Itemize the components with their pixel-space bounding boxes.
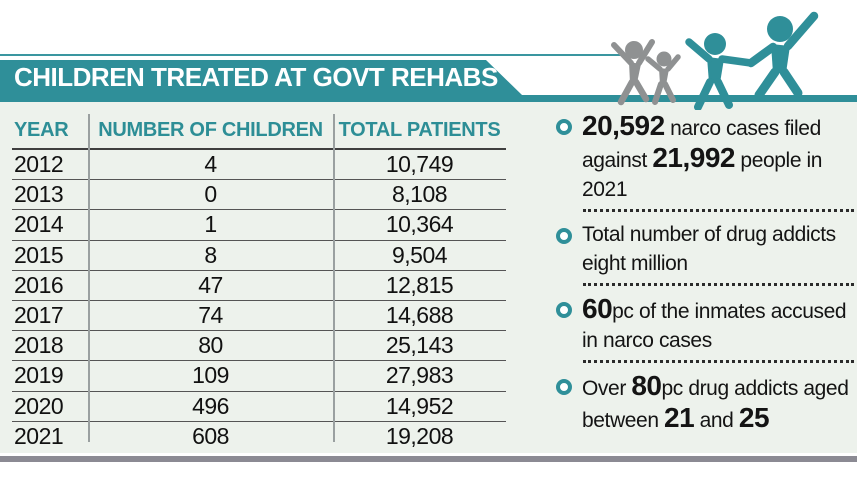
cell-total: 12,815 <box>385 271 454 298</box>
table-row: 2018 80 25,143 <box>12 331 506 362</box>
cell-year: 2016 <box>14 271 64 298</box>
cell-total: 25,143 <box>385 332 454 359</box>
fact-span: Total number of drug addicts eight milli… <box>582 222 836 275</box>
fact-number: 80 <box>631 369 662 401</box>
fact-item: 20,592 narco cases filed against 21,992 … <box>556 112 856 205</box>
fact-number: 60 <box>582 292 613 324</box>
cell-year: 2018 <box>14 332 64 359</box>
teal-divider-band <box>0 95 857 102</box>
fact-text: 20,592 narco cases filed against 21,992 … <box>582 112 856 205</box>
fact-span: and <box>694 408 739 432</box>
cell-total: 14,952 <box>385 392 454 419</box>
dotted-separator <box>583 208 854 212</box>
cell-year: 2020 <box>14 392 64 419</box>
cell-children: 47 <box>198 271 223 298</box>
fact-number: 21,992 <box>652 141 735 173</box>
dotted-separator <box>583 359 854 363</box>
cell-children: 109 <box>192 362 229 389</box>
cell-total: 27,983 <box>385 362 454 389</box>
fact-span: people in 2021 <box>582 148 823 201</box>
cell-year: 2017 <box>14 302 64 329</box>
top-rule <box>0 54 638 56</box>
table-header-row: YEAR NUMBER OF CHILDREN TOTAL PATIENTS <box>12 112 506 150</box>
fact-span: pc of the inmates accused in narco cases <box>582 299 847 352</box>
fact-item: Over 80pc drug addicts aged between 21 a… <box>556 369 856 436</box>
bullet-ring-icon <box>556 378 572 395</box>
cell-children: 1 <box>204 211 217 238</box>
table-row: 2020 496 14,952 <box>12 392 506 422</box>
fact-number: 21 <box>664 401 695 433</box>
table-row: 2012 4 10,749 <box>12 150 506 181</box>
header-children: NUMBER OF CHILDREN <box>98 118 323 141</box>
page-title: CHILDREN TREATED AT GOVT REHABS <box>14 62 498 92</box>
table-row: 2019 109 27,983 <box>12 361 506 392</box>
title-banner: CHILDREN TREATED AT GOVT REHABS <box>0 60 522 95</box>
facts-panel: 20,592 narco cases filed against 21,992 … <box>556 112 856 438</box>
cell-total: 19,208 <box>385 422 454 449</box>
fact-span: Over <box>582 376 632 400</box>
table-row: 2013 0 8,108 <box>12 180 506 211</box>
fact-number: 20,592 <box>582 110 665 141</box>
table-row: 2017 74 14,688 <box>12 301 506 332</box>
cell-total: 9,504 <box>391 241 448 268</box>
cell-year: 2014 <box>14 211 64 238</box>
cell-children: 608 <box>192 422 229 449</box>
cell-year: 2021 <box>14 422 64 449</box>
cell-year: 2019 <box>14 362 64 389</box>
fact-item: Total number of drug addicts eight milli… <box>556 221 856 279</box>
header-year: YEAR <box>14 118 69 141</box>
fact-item: 60pc of the inmates accused in narco cas… <box>556 292 856 356</box>
table-row: 2014 1 10,364 <box>12 210 506 241</box>
bullet-ring-icon <box>556 119 572 135</box>
fact-number: 25 <box>738 401 770 433</box>
fact-text: Over 80pc drug addicts aged between 21 a… <box>582 369 856 436</box>
cell-children: 8 <box>204 241 217 268</box>
cell-children: 80 <box>198 332 223 359</box>
content-background <box>0 102 857 453</box>
cell-year: 2013 <box>14 181 64 208</box>
cell-year: 2012 <box>14 151 64 178</box>
cell-year: 2015 <box>14 241 64 268</box>
cell-total: 10,749 <box>385 151 454 178</box>
bullet-ring-icon <box>556 227 572 244</box>
column-divider-1 <box>88 114 90 442</box>
bottom-bar <box>0 456 857 462</box>
dotted-separator <box>583 282 854 286</box>
jumping-people-icon <box>611 11 819 110</box>
table-row: 2016 47 12,815 <box>12 271 506 301</box>
table-row: 2015 8 9,504 <box>12 241 506 271</box>
data-table: YEAR NUMBER OF CHILDREN TOTAL PATIENTS 2… <box>12 112 506 449</box>
cell-children: 74 <box>198 302 223 329</box>
column-divider-2 <box>333 114 335 442</box>
table-row: 2021 608 19,208 <box>12 422 506 451</box>
fact-text: 60pc of the inmates accused in narco cas… <box>582 292 856 356</box>
fact-span: pc drug addicts aged between <box>582 376 849 432</box>
cell-total: 8,108 <box>391 181 448 208</box>
cell-children: 4 <box>204 151 217 178</box>
bullet-ring-icon <box>556 301 572 318</box>
fact-span: narco cases filed against <box>582 117 821 172</box>
cell-total: 14,688 <box>385 302 454 329</box>
fact-text: Total number of drug addicts eight milli… <box>582 221 856 279</box>
cell-children: 0 <box>204 181 217 208</box>
cell-children: 496 <box>192 392 229 419</box>
cell-total: 10,364 <box>385 211 454 238</box>
header-total: TOTAL PATIENTS <box>338 118 501 141</box>
